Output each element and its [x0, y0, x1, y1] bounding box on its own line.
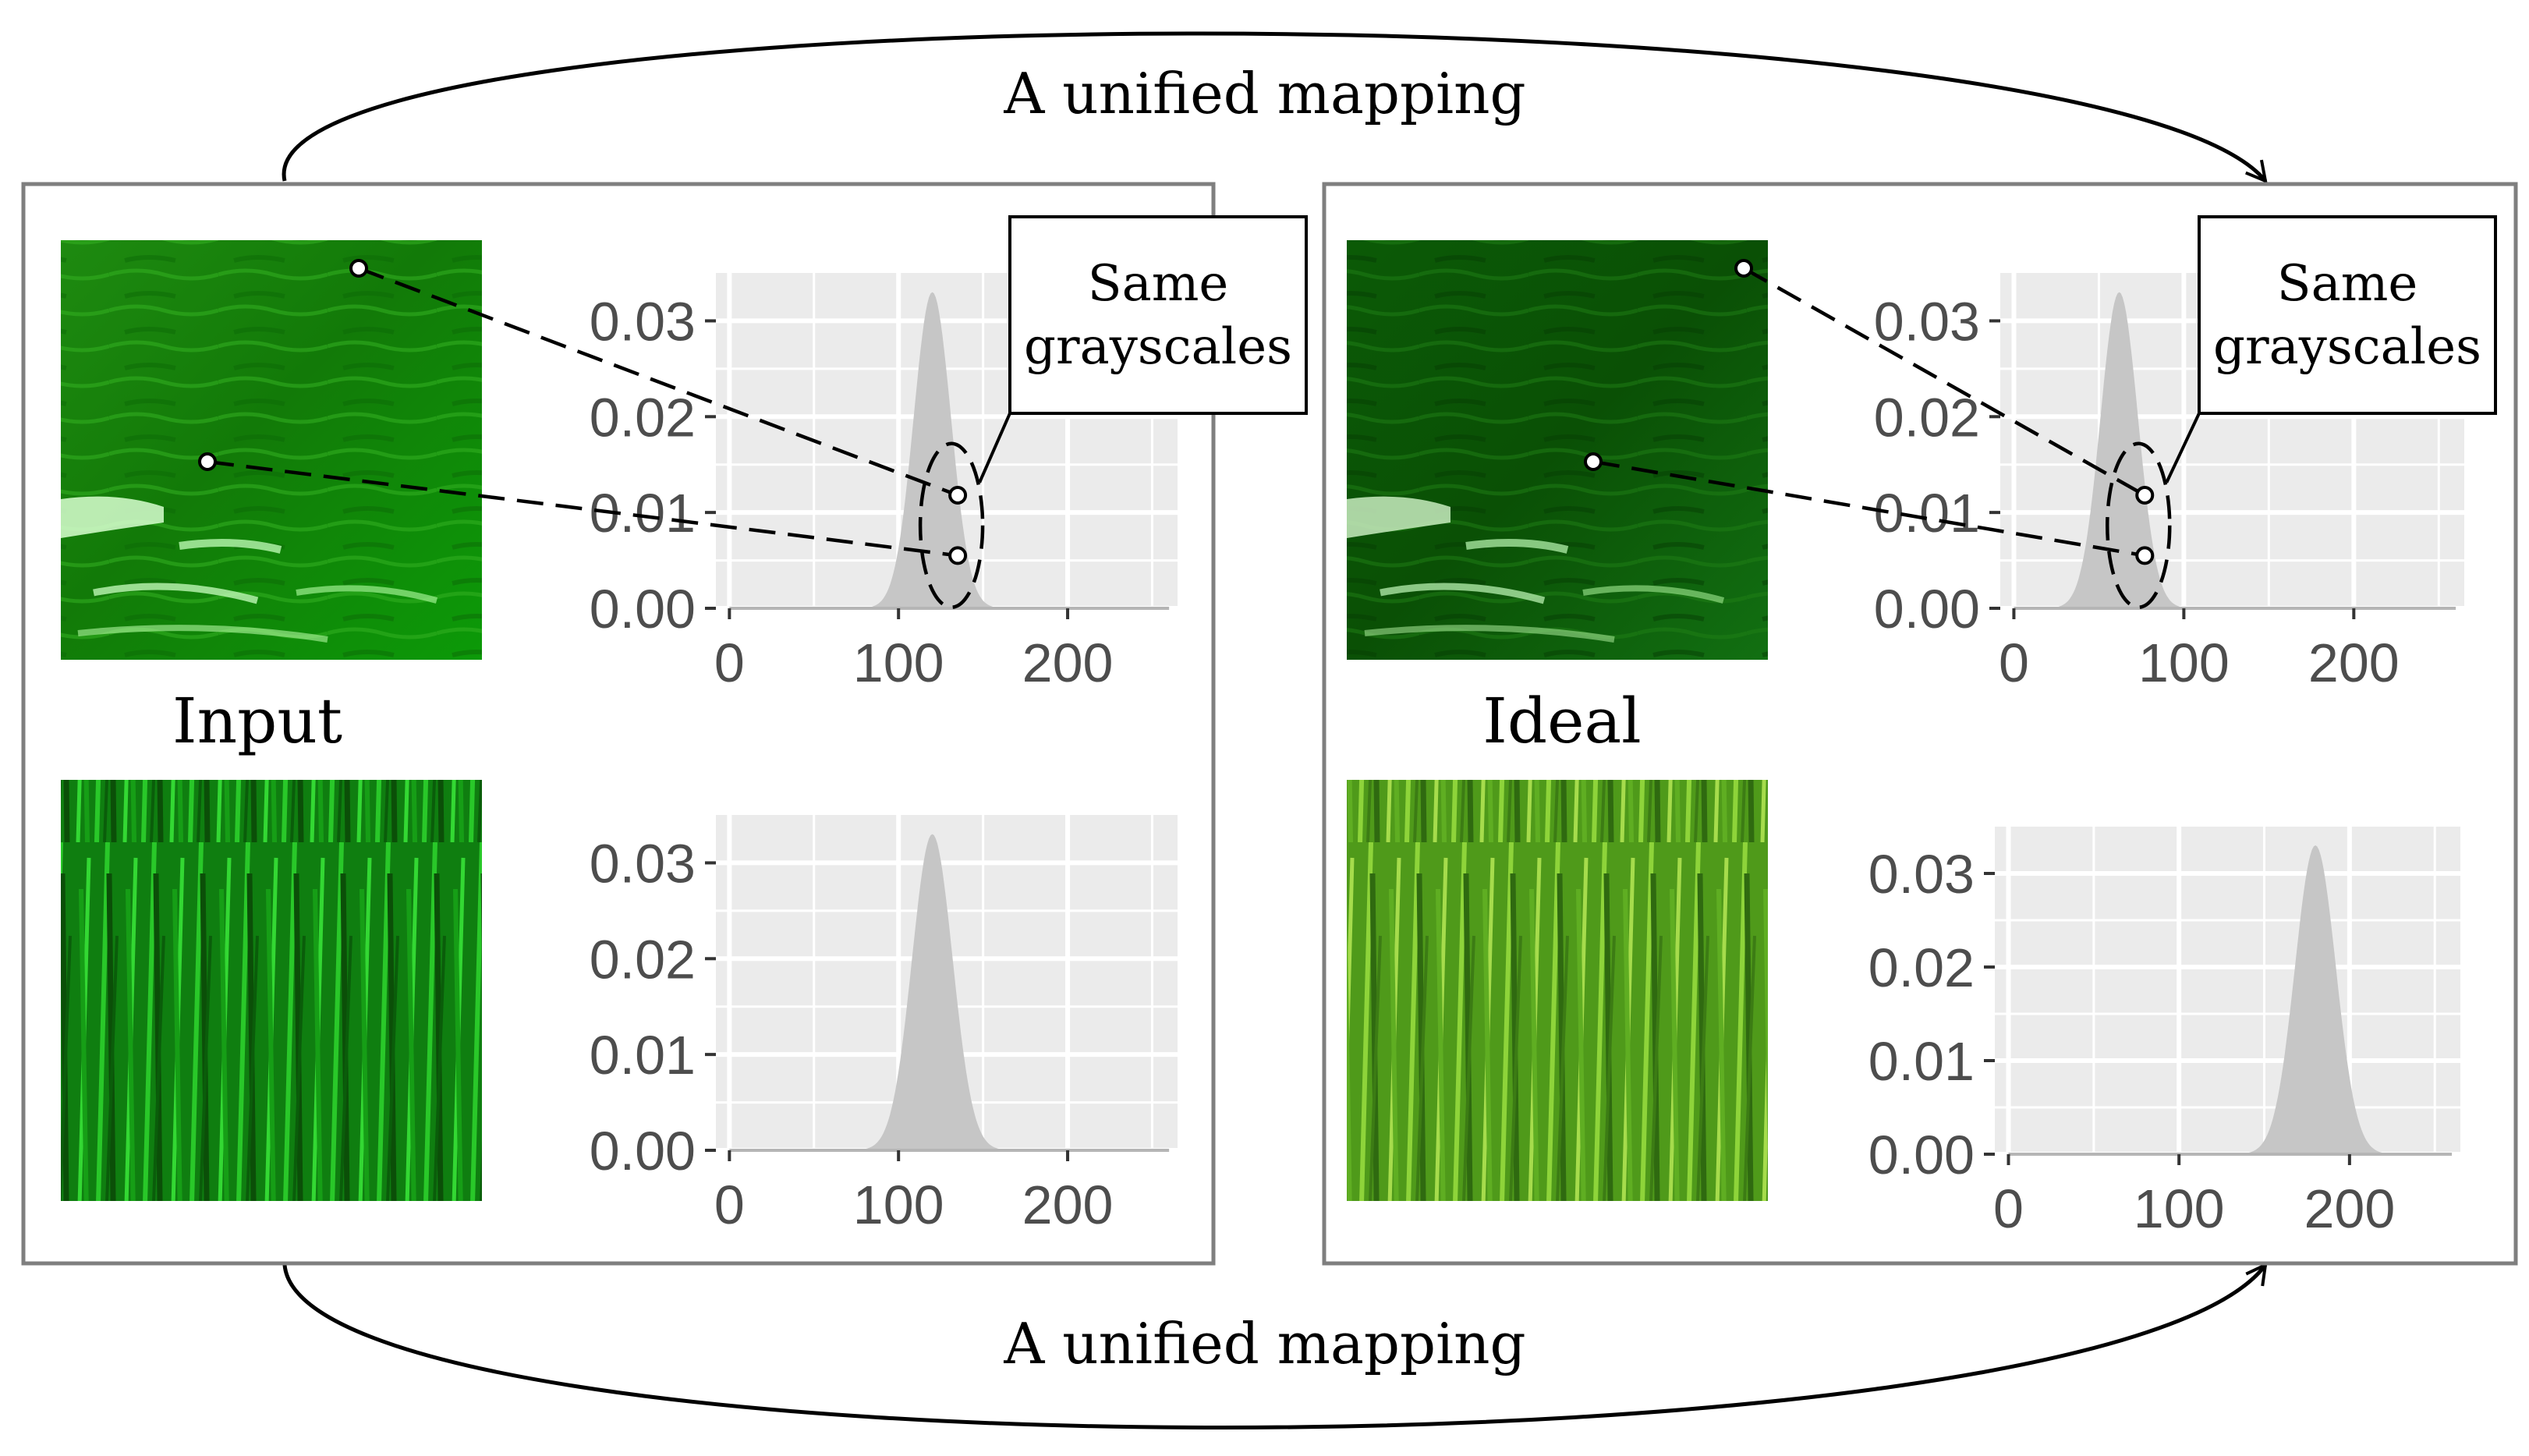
marker-dot	[1734, 259, 1753, 278]
callout-pointer	[2165, 413, 2201, 484]
marker-dot	[948, 546, 968, 565]
marker-dot	[2135, 486, 2155, 505]
ideal-callout-line1: Same	[2277, 255, 2418, 313]
x-tick-label: 0	[714, 1174, 745, 1235]
y-tick-label: 0.00	[590, 1121, 696, 1181]
grayscale-ellipse	[2106, 441, 2172, 609]
input-grass-image	[61, 780, 482, 1201]
bottom-arrow-label: A unified mapping	[1003, 1311, 1525, 1376]
y-tick-label: 0.03	[1874, 291, 1980, 352]
x-tick-label: 0	[1993, 1178, 2024, 1239]
callout-pointer	[978, 413, 1011, 484]
x-tick-label: 100	[853, 632, 944, 693]
top-arrow-label: A unified mapping	[1003, 61, 1525, 126]
y-tick-label: 0.01	[590, 1025, 696, 1086]
x-tick-label: 0	[714, 632, 745, 693]
y-tick-label: 0.01	[590, 483, 696, 544]
correspondence-overlays	[198, 259, 2201, 609]
histogram-area	[839, 292, 1025, 608]
input-callout-line2: grayscales	[1024, 318, 1292, 376]
x-tick-label: 200	[2304, 1178, 2395, 1239]
histogram-area	[831, 834, 1034, 1150]
ideal-grass-image	[1347, 780, 1768, 1201]
y-tick-label: 0.02	[590, 929, 696, 990]
y-tick-label: 0.00	[590, 579, 696, 639]
histogram-ideal-bottom: 0.00 0.01 0.02 0.03 0 100 200	[1868, 827, 2460, 1239]
correspondence-line	[1592, 459, 2145, 558]
histogram-area	[2212, 845, 2418, 1154]
histogram-ideal-top: 0.00 0.01 0.02 0.03 0 100 200	[1874, 273, 2464, 693]
x-tick-label: 200	[1022, 1174, 1114, 1235]
y-tick-label: 0.01	[1874, 483, 1980, 544]
marker-dot	[2135, 546, 2155, 565]
y-tick-label: 0.00	[1868, 1125, 1975, 1185]
x-tick-label: 100	[2138, 632, 2230, 693]
bottom-mapping-arrow	[282, 1265, 2265, 1429]
x-tick-label: 100	[2134, 1178, 2225, 1239]
x-tick-label: 0	[1999, 632, 2029, 693]
input-panel-label: Input	[172, 685, 342, 757]
ideal-panel-label: Ideal	[1482, 685, 1641, 757]
y-tick-label: 0.01	[1868, 1031, 1975, 1092]
y-tick-label: 0.03	[590, 291, 696, 352]
correspondence-line	[358, 266, 958, 498]
input-callout-line1: Same	[1088, 255, 1229, 313]
grayscale-ellipse	[918, 441, 985, 609]
y-tick-label: 0.02	[1868, 937, 1975, 998]
y-tick-label: 0.02	[1874, 387, 1980, 448]
ideal-callout: Same grayscales	[2198, 215, 2497, 415]
marker-dot	[1584, 452, 1603, 471]
plot-background	[1995, 827, 2460, 1154]
marker-dot	[198, 452, 217, 471]
input-water-image	[61, 240, 482, 660]
x-tick-label: 200	[2308, 632, 2400, 693]
ideal-water-image	[1347, 240, 1768, 660]
ideal-callout-line2: grayscales	[2213, 318, 2481, 376]
y-tick-label: 0.03	[590, 833, 696, 894]
y-tick-label: 0.03	[1868, 844, 1975, 905]
x-tick-label: 200	[1022, 632, 1114, 693]
input-callout: Same grayscales	[1008, 215, 1308, 415]
y-tick-label: 0.00	[1874, 579, 1980, 639]
histogram-input-bottom: 0.00 0.01 0.02 0.03 0 100 200	[590, 815, 1178, 1235]
x-tick-label: 100	[853, 1174, 944, 1235]
marker-dot	[948, 486, 968, 505]
correspondence-line	[207, 459, 958, 558]
histogram-area	[2025, 292, 2213, 608]
top-mapping-arrow	[282, 31, 2265, 181]
marker-dot	[349, 259, 368, 278]
y-tick-label: 0.02	[590, 387, 696, 448]
